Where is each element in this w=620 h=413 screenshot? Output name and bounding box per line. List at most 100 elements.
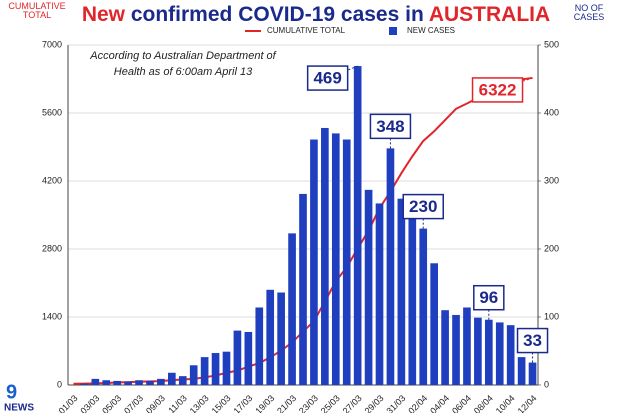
bar — [146, 380, 154, 385]
bar — [124, 381, 132, 385]
x-tick-label: 31/03 — [384, 393, 407, 413]
bar — [397, 198, 406, 385]
x-tick-label: 04/04 — [428, 393, 451, 413]
data-label: 348 — [376, 117, 404, 136]
bar — [299, 193, 307, 385]
bar — [331, 133, 340, 385]
bar — [222, 351, 231, 385]
label-box — [402, 193, 444, 220]
logo-text: NEWS — [4, 403, 34, 413]
x-tick-label: 17/03 — [231, 393, 254, 413]
bar — [80, 383, 89, 385]
bar — [484, 319, 493, 385]
x-tick-label: 12/04 — [516, 393, 539, 413]
bar — [113, 380, 122, 385]
bar — [386, 148, 395, 385]
label-box — [369, 113, 412, 140]
bar — [200, 357, 209, 385]
bar — [102, 380, 111, 385]
y2-tick-label: 200 — [544, 243, 559, 253]
title-part: AUSTRALIA — [429, 3, 550, 26]
bar — [364, 189, 373, 385]
bar — [266, 289, 275, 385]
legend-swatch — [389, 27, 397, 35]
y-tick-label: 5600 — [42, 107, 62, 117]
bar — [157, 378, 165, 385]
bar — [244, 331, 253, 385]
x-tick-label: 13/03 — [188, 393, 211, 413]
data-label: 33 — [523, 331, 542, 350]
bar — [233, 330, 242, 385]
bar — [474, 317, 482, 385]
bar — [168, 372, 176, 385]
bar — [288, 233, 296, 385]
x-tick-label: 29/03 — [363, 393, 386, 413]
x-tick-label: 25/03 — [319, 393, 342, 413]
bar — [255, 307, 264, 385]
bar — [189, 365, 198, 385]
bar — [495, 322, 504, 385]
bar — [408, 215, 417, 385]
x-tick-label: 21/03 — [275, 393, 298, 413]
x-tick-label: 01/03 — [57, 393, 80, 413]
y-axis-label: CUMULATIVE TOTAL — [8, 1, 66, 20]
x-tick-label: 07/03 — [122, 393, 145, 413]
bar — [91, 378, 100, 385]
chart-title: New confirmed COVID-19 cases in AUSTRALI… — [82, 3, 550, 26]
y-tick-label: 1400 — [42, 311, 62, 321]
bar — [441, 310, 449, 385]
x-tick-label: 10/04 — [494, 393, 517, 413]
bar — [353, 66, 362, 385]
bar — [419, 228, 428, 385]
bar — [342, 139, 351, 385]
y2-tick-label: 400 — [544, 107, 559, 117]
bar — [211, 353, 220, 385]
data-label: 469 — [313, 69, 341, 88]
y2-tick-label: 300 — [544, 175, 559, 185]
annotation: According to Australian Department of He… — [90, 50, 276, 78]
bar — [517, 357, 526, 385]
label-box — [471, 77, 524, 103]
x-tick-label: 02/04 — [406, 393, 429, 413]
y2-tick-label: 500 — [544, 39, 559, 49]
y-tick-label: 0 — [57, 379, 62, 389]
bar — [277, 292, 285, 385]
label-box — [473, 284, 505, 311]
label-box — [306, 65, 349, 91]
x-tick-label: 09/03 — [144, 393, 167, 413]
bar — [178, 376, 187, 385]
bar — [430, 263, 438, 385]
data-label: 96 — [479, 288, 498, 307]
y2-tick-label: 100 — [544, 311, 559, 321]
data-label: 6322 — [479, 80, 517, 99]
x-tick-label: 05/03 — [100, 393, 123, 413]
title-part: confirmed COVID-19 cases in — [131, 3, 429, 26]
legend-label: NEW CASES — [407, 26, 455, 35]
bar — [310, 139, 318, 385]
x-tick-label: 23/03 — [297, 393, 320, 413]
x-tick-label: 11/03 — [166, 393, 189, 413]
x-tick-label: 06/04 — [450, 393, 473, 413]
y-tick-label: 4200 — [42, 175, 62, 185]
title-part: New — [82, 3, 131, 26]
x-tick-label: 27/03 — [341, 393, 364, 413]
x-tick-label: 19/03 — [253, 393, 276, 413]
y2-tick-label: 0 — [544, 379, 549, 389]
label-box — [516, 327, 549, 354]
x-tick-label: 08/04 — [472, 393, 495, 413]
logo-mark: 9 — [6, 381, 17, 403]
data-label: 230 — [409, 197, 437, 216]
bar — [506, 325, 515, 385]
y-tick-label: 2800 — [42, 243, 62, 253]
bar — [375, 203, 384, 385]
legend-label: CUMULATIVE TOTAL — [267, 26, 346, 35]
bar — [528, 362, 537, 385]
y-tick-label: 7000 — [42, 39, 62, 49]
bar — [452, 314, 460, 385]
bar — [321, 127, 329, 386]
bar — [463, 307, 471, 385]
x-tick-label: 03/03 — [78, 393, 101, 413]
x-tick-label: 15/03 — [210, 393, 233, 413]
